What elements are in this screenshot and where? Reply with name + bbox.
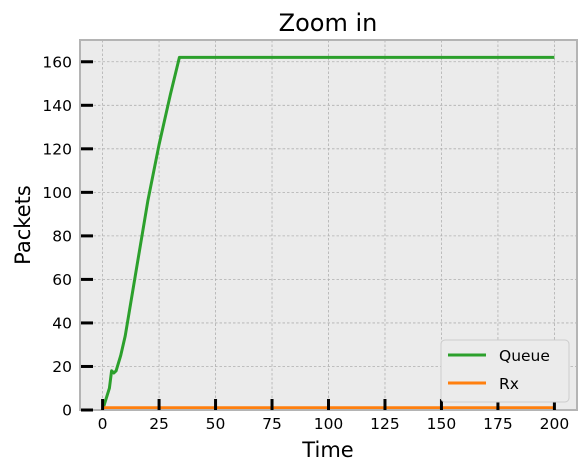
x-tick-label: 150: [427, 415, 457, 433]
x-tick-label: 0: [98, 415, 108, 433]
y-tick-label: 80: [52, 227, 72, 245]
x-tick-label: 25: [149, 415, 169, 433]
grid: [80, 40, 577, 411]
y-tick-label: 160: [42, 53, 72, 71]
y-tick-label: 120: [42, 140, 72, 158]
y-axis-label: Packets: [11, 185, 35, 265]
y-tick-label: 20: [52, 358, 72, 376]
x-tick-label: 175: [483, 415, 513, 433]
series-line-queue: [101, 55, 555, 411]
y-tick-label: 60: [52, 271, 72, 289]
legend: Queue Rx: [440, 339, 570, 403]
x-tick-label: 75: [262, 415, 282, 433]
x-tick-label: 50: [206, 415, 226, 433]
y-tick-label: 100: [42, 184, 72, 202]
chart-title: Zoom in: [279, 9, 378, 37]
x-tick-label: 200: [540, 415, 570, 433]
y-tick-label: 140: [42, 97, 72, 115]
y-tick-label: 0: [62, 402, 72, 420]
x-tick-label: 100: [314, 415, 344, 433]
y-tick-label: 40: [52, 314, 72, 332]
x-tick-label: 125: [370, 415, 400, 433]
legend-label-queue: Queue: [499, 347, 550, 365]
x-axis-label: Time: [301, 438, 353, 462]
legend-label-rx: Rx: [499, 375, 519, 393]
